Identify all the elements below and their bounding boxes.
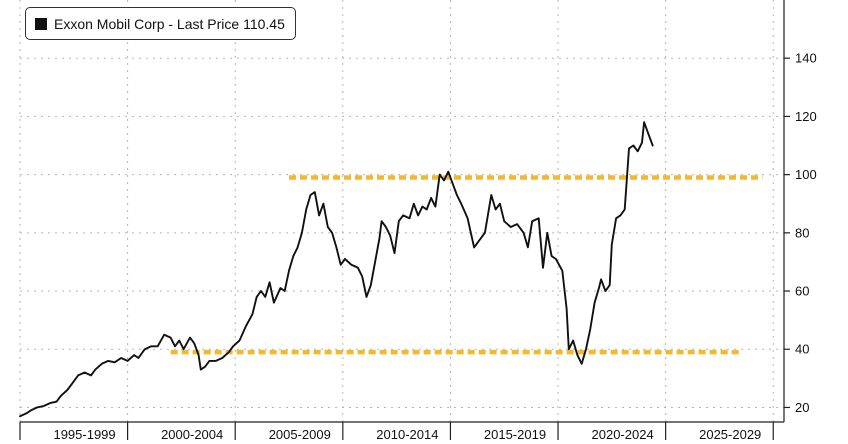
x-tick-label: 2000-2004 <box>161 427 223 442</box>
series-layer <box>19 121 654 418</box>
y-tick-label: 100 <box>795 167 817 182</box>
y-tick-label: 120 <box>795 109 817 124</box>
x-tick-label: 2005-2009 <box>269 427 331 442</box>
series-line <box>19 121 654 418</box>
x-tick-label: 2010-2014 <box>376 427 438 442</box>
y-tick-label: 80 <box>795 225 809 240</box>
grid-layer <box>19 0 784 422</box>
y-tick-label: 140 <box>795 51 817 66</box>
y-tick-label: 40 <box>795 342 809 357</box>
x-tick-label: 2015-2019 <box>484 427 546 442</box>
legend-label: Exxon Mobil Corp - Last Price 110.45 <box>54 15 285 32</box>
x-tick-label: 1995-1999 <box>53 427 115 442</box>
axes: 20 40 60 80 100 120 140 1995-1999 2000-2004 2005-… <box>19 0 817 442</box>
y-tick-label: 20 <box>795 400 809 415</box>
y-tick-label: 60 <box>795 284 809 299</box>
reference-lines <box>170 175 763 355</box>
x-tick-label: 2020-2024 <box>592 427 654 442</box>
legend-swatch <box>35 17 47 30</box>
x-tick-label: 2025-2029 <box>699 427 761 442</box>
legend: Exxon Mobil Corp - Last Price 110.45 <box>25 7 296 40</box>
